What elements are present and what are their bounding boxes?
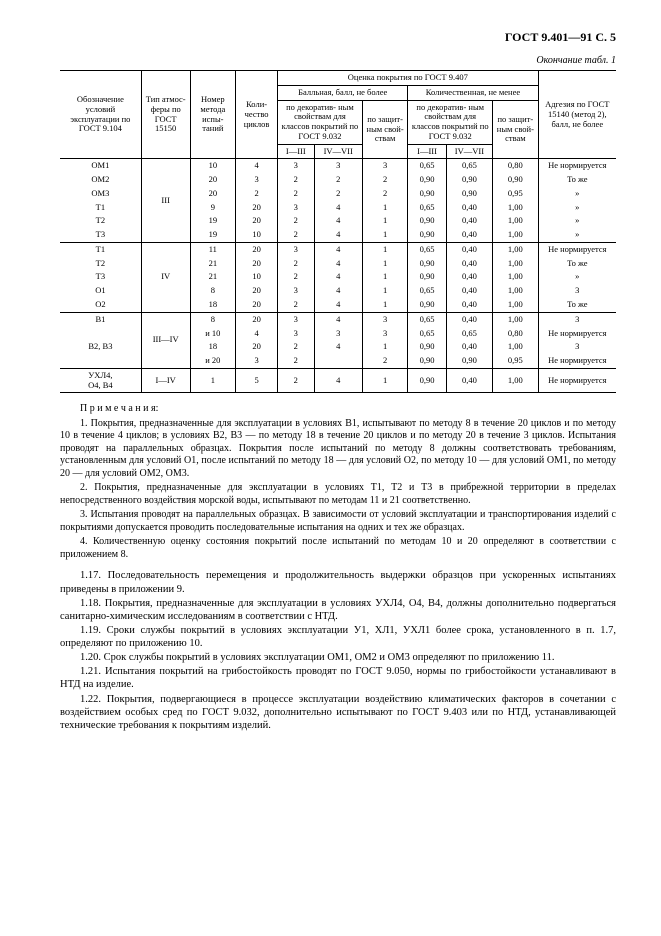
body-text: 1.17. Последовательность перемещения и п… <box>60 569 616 732</box>
col-range1b: I—III <box>408 144 446 159</box>
col-method: Номер метода испы- таний <box>190 71 236 159</box>
note-3: 3. Испытания проводят на параллельных об… <box>60 509 616 534</box>
table-row: Т1 IV 1120 341 0,650,401,00 Не нормирует… <box>60 242 616 256</box>
col-ball: Балльная, балл, не более <box>278 85 408 100</box>
para-118: 1.18. Покрытия, предназначенные для эксп… <box>60 597 616 623</box>
page-header: ГОСТ 9.401—91 С. 5 <box>60 30 616 45</box>
table-caption: Окончание табл. 1 <box>60 55 616 66</box>
note-1: 1. Покрытия, предназначенные для эксплуа… <box>60 418 616 481</box>
para-121: 1.21. Испытания покрытий на грибостойкос… <box>60 665 616 691</box>
col-quant: Количественная, не менее <box>408 85 538 100</box>
para-120: 1.20. Срок службы покрытий в условиях эк… <box>60 651 616 664</box>
col-designation: Обозначение условий эксплуатации по ГОСТ… <box>60 71 141 159</box>
col-ball-decor: по декоратив- ным свойствам для классов … <box>278 100 363 144</box>
notes-title: П р и м е ч а н и я: <box>60 403 616 416</box>
table-row: В1 III—IV 820 343 0,650,401,00 3 <box>60 312 616 326</box>
col-quant-prot: по защит- ным свой- ствам <box>493 100 538 159</box>
para-119: 1.19. Сроки службы покрытий в условиях э… <box>60 624 616 650</box>
col-rating: Оценка покрытия по ГОСТ 9.407 <box>278 71 539 86</box>
col-atm-type: Тип атмос- феры по ГОСТ 15150 <box>141 71 190 159</box>
col-range2b: IV—VII <box>446 144 492 159</box>
table-row: УХЛ4, О4, В4 I—IV 1 5 2 4 1 0,90 0,40 1,… <box>60 368 616 393</box>
col-quant-decor: по декоратив- ным свойствам для классов … <box>408 100 493 144</box>
notes-block: П р и м е ч а н и я: 1. Покрытия, предна… <box>60 403 616 561</box>
note-4: 4. Количественную оценку состояния покры… <box>60 536 616 561</box>
table-row: ОМ1 III 10 4 3 3 3 0,65 0,65 0,80 Не нор… <box>60 159 616 173</box>
data-table: Обозначение условий эксплуатации по ГОСТ… <box>60 70 616 393</box>
col-range2a: IV—VII <box>314 144 362 159</box>
para-117: 1.17. Последовательность перемещения и п… <box>60 569 616 595</box>
col-cycles: Коли- чество циклов <box>236 71 278 159</box>
col-adhesion: Адгезия по ГОСТ 15140 (метод 2), балл, н… <box>538 71 616 159</box>
note-2: 2. Покрытия, предназначенные для эксплуа… <box>60 482 616 507</box>
para-122: 1.22. Покрытия, подвергающиеся в процесс… <box>60 693 616 732</box>
col-range1a: I—III <box>278 144 314 159</box>
col-ball-prot: по защит- ным свой- ствам <box>362 100 407 159</box>
